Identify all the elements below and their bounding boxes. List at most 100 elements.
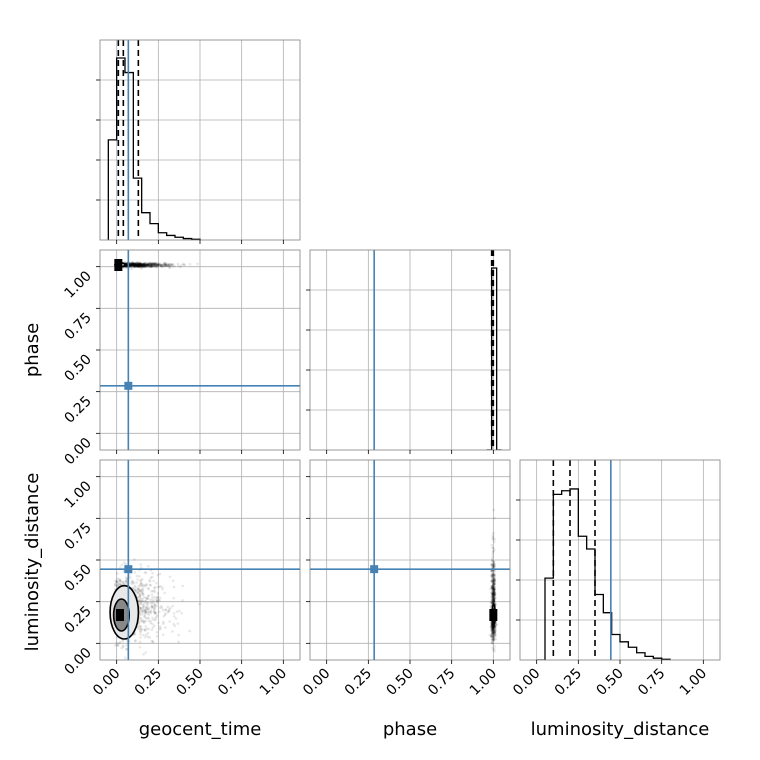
sample-point	[153, 262, 157, 266]
sample-point	[151, 640, 155, 644]
sample-point	[125, 263, 128, 267]
sample-point	[139, 606, 143, 610]
sample-point	[137, 262, 140, 266]
sample-point	[139, 262, 142, 265]
sample-point	[490, 601, 494, 605]
sample-point	[140, 618, 144, 622]
sample-point	[149, 262, 152, 265]
x-label-geocent-time: geocent_time	[139, 719, 262, 740]
sample-point	[135, 261, 138, 265]
sample-point	[139, 262, 143, 266]
sample-point	[490, 586, 494, 589]
sample-point	[156, 262, 160, 266]
sample-point	[492, 624, 496, 628]
sample-point	[138, 262, 142, 265]
sample-point	[167, 610, 171, 613]
sample-point	[143, 264, 147, 267]
sample-point	[492, 577, 495, 581]
sample-point	[491, 587, 495, 590]
sample-point	[490, 595, 493, 598]
sample-point	[143, 265, 147, 268]
sample-point	[492, 634, 496, 637]
sample-point	[163, 264, 166, 268]
sample-point	[131, 263, 134, 267]
sample-point	[492, 636, 495, 640]
sample-point	[152, 264, 155, 268]
sample-point	[137, 261, 141, 264]
sample-point	[149, 264, 153, 268]
sample-point	[154, 262, 157, 265]
sample-point	[491, 632, 494, 635]
sample-point	[492, 599, 496, 602]
sample-point	[168, 620, 172, 623]
sample-point	[491, 600, 495, 604]
sample-point	[170, 263, 174, 266]
sample-point	[491, 580, 494, 584]
sample-point	[156, 264, 160, 267]
sample-point	[490, 598, 493, 601]
sample-point	[130, 265, 134, 269]
sample-point	[131, 263, 134, 267]
sample-point	[115, 641, 118, 645]
sample-point	[149, 621, 153, 625]
sample-point	[146, 597, 149, 600]
sample-point	[491, 634, 495, 637]
sample-point	[160, 265, 163, 268]
sample-point	[133, 264, 137, 267]
sample-point	[149, 263, 153, 267]
sample-point	[491, 637, 495, 640]
sample-point	[491, 629, 495, 633]
sample-point	[139, 264, 143, 268]
sample-point	[490, 563, 493, 566]
sample-point	[492, 591, 496, 595]
sample-point	[492, 600, 495, 603]
sample-point	[142, 595, 146, 599]
sample-point	[491, 585, 495, 589]
sample-point	[146, 608, 150, 612]
sample-point	[492, 546, 495, 550]
sample-point	[150, 263, 153, 267]
sample-point	[136, 262, 140, 266]
sample-point	[156, 592, 160, 595]
sample-point	[142, 264, 145, 267]
sample-point	[493, 577, 497, 581]
sample-point	[494, 596, 497, 600]
sample-point	[139, 589, 143, 593]
sample-point	[132, 262, 135, 266]
sample-point	[140, 263, 144, 266]
sample-point	[143, 627, 146, 631]
plot-content	[373, 250, 502, 450]
sample-point	[491, 587, 495, 590]
sample-point	[143, 262, 147, 265]
sample-point	[143, 265, 146, 269]
sample-point	[140, 262, 144, 266]
sample-point	[492, 565, 495, 568]
sample-point	[491, 536, 495, 540]
sample-point	[159, 264, 163, 268]
plot-content	[310, 460, 510, 660]
sample-point	[151, 263, 154, 266]
sample-point	[144, 610, 148, 614]
sample-point	[492, 636, 496, 640]
sample-point	[492, 594, 496, 598]
sample-point	[150, 264, 153, 268]
sample-point	[118, 582, 122, 586]
sample-point	[490, 635, 494, 639]
sample-point	[493, 588, 496, 591]
sample-point	[134, 262, 137, 266]
sample-point	[491, 646, 494, 650]
sample-point	[137, 263, 141, 266]
sample-point	[155, 261, 158, 265]
sample-point	[130, 262, 133, 266]
sample-point	[165, 264, 169, 267]
sample-point	[150, 262, 153, 266]
sample-point	[492, 596, 495, 600]
sample-point	[163, 263, 167, 267]
sample-point	[138, 584, 142, 587]
sample-point	[153, 606, 157, 609]
sample-point	[130, 579, 134, 583]
sample-point	[493, 626, 496, 629]
sample-point	[129, 263, 132, 267]
sample-point	[142, 264, 146, 267]
sample-point	[143, 611, 147, 615]
